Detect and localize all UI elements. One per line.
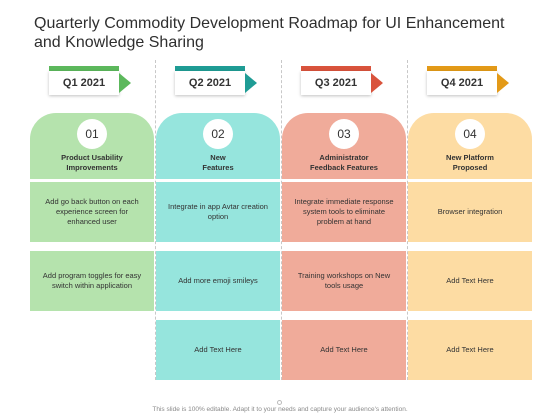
roadmap-cell: Add Text Here <box>282 320 406 380</box>
quarter-label: Q1 2021 <box>49 71 119 95</box>
arrow-icon <box>245 73 257 93</box>
step-number: 02 <box>203 119 233 149</box>
column-divider <box>407 60 408 380</box>
quarter-tag: Q3 2021 <box>301 66 383 96</box>
column-divider <box>281 60 282 380</box>
quarter-label: Q3 2021 <box>301 71 371 95</box>
roadmap-cell: Browser integration <box>408 182 532 242</box>
roadmap-cell: Integrate in app Avtar creation option <box>156 182 280 242</box>
roadmap-cell: Add Text Here <box>408 320 532 380</box>
slide-handle-icon <box>277 400 282 405</box>
roadmap-cell: Add Text Here <box>156 320 280 380</box>
roadmap-cell: Add more emoji smileys <box>156 251 280 311</box>
quarter-tag: Q1 2021 <box>49 66 131 96</box>
column-heading: Administrator Feedback Features <box>310 153 378 172</box>
quarter-tag-bar <box>301 66 371 72</box>
quarter-tag: Q4 2021 <box>427 66 509 96</box>
column-header: 04 New Platform Proposed <box>408 113 532 179</box>
column-heading: New Features <box>202 153 234 172</box>
quarter-label: Q2 2021 <box>175 71 245 95</box>
roadmap-cell: Add go back button on each experience sc… <box>30 182 154 242</box>
column-heading: Product Usability Improvements <box>61 153 123 172</box>
page-title: Quarterly Commodity Development Roadmap … <box>34 15 505 51</box>
step-number: 04 <box>455 119 485 149</box>
footer-note: This slide is 100% editable. Adapt it to… <box>152 406 408 413</box>
quarter-tag-bar <box>175 66 245 72</box>
arrow-icon <box>371 73 383 93</box>
column-header: 03 Administrator Feedback Features <box>282 113 406 179</box>
quarter-label: Q4 2021 <box>427 71 497 95</box>
roadmap-cell: Add program toggles for easy switch with… <box>30 251 154 311</box>
column-heading: New Platform Proposed <box>446 153 494 172</box>
roadmap-cell: Integrate immediate response system tool… <box>282 182 406 242</box>
arrow-icon <box>497 73 509 93</box>
step-number: 03 <box>329 119 359 149</box>
roadmap-cell: Add Text Here <box>408 251 532 311</box>
quarter-tag-bar <box>49 66 119 72</box>
quarter-tag: Q2 2021 <box>175 66 257 96</box>
arrow-icon <box>119 73 131 93</box>
quarter-tag-bar <box>427 66 497 72</box>
roadmap-cell: Training workshops on New tools usage <box>282 251 406 311</box>
column-header: 02 New Features <box>156 113 280 179</box>
step-number: 01 <box>77 119 107 149</box>
column-divider <box>155 60 156 380</box>
column-header: 01 Product Usability Improvements <box>30 113 154 179</box>
